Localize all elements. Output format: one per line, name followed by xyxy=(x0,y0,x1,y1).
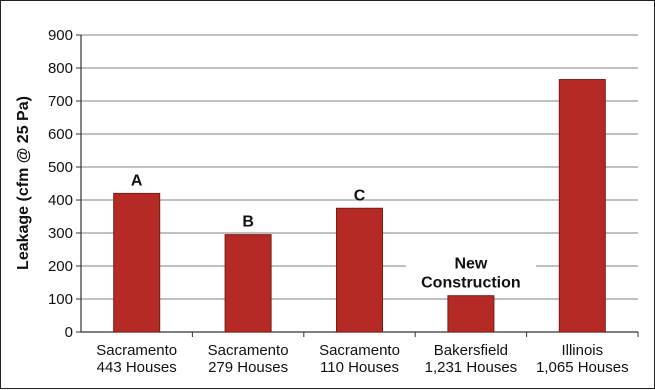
bar xyxy=(447,295,495,333)
bar-annotation: New Construction xyxy=(421,256,521,292)
bar xyxy=(336,207,383,333)
y-tick-label: 300 xyxy=(48,225,73,242)
y-tick-label: 700 xyxy=(48,93,73,110)
y-tick-label: 400 xyxy=(48,192,73,209)
x-tick-label-line: 1,231 Houses xyxy=(425,359,518,376)
x-tick-label-line: Illinois xyxy=(561,342,603,359)
x-tick-label-line: Bakersfield xyxy=(434,342,508,359)
gridlines xyxy=(81,34,638,300)
y-tick-label: 0 xyxy=(65,324,73,341)
labels: 0100200300400500600700800900Sacramento44… xyxy=(48,27,629,376)
bar-annotation-line: A xyxy=(131,172,143,189)
bars xyxy=(113,79,606,333)
bar-annotation-line: New xyxy=(454,256,487,273)
y-tick-label: 900 xyxy=(48,27,73,44)
y-tick-label: 100 xyxy=(48,291,73,308)
bar-annotation-line: B xyxy=(242,214,254,231)
bar-annotation: A xyxy=(131,172,143,189)
bar xyxy=(113,192,161,333)
x-tick-label-line: 110 Houses xyxy=(320,359,399,376)
x-tick-label-line: Sacramento xyxy=(96,342,177,359)
y-tick-label: 600 xyxy=(48,126,73,143)
x-tick-label-line: 443 Houses xyxy=(97,359,177,376)
x-tick-label-line: 279 Houses xyxy=(208,359,288,376)
x-tick-label-line: Sacramento xyxy=(208,342,289,359)
bar-annotation-line: C xyxy=(354,187,366,204)
y-axis-label: Leakage (cfm @ 25 Pa) xyxy=(15,96,32,270)
annotation-background xyxy=(405,251,536,292)
bar xyxy=(558,79,606,333)
x-tick-label-line: Sacramento xyxy=(319,342,400,359)
bar-annotation-line: Construction xyxy=(421,275,521,292)
y-tick-label: 800 xyxy=(48,60,73,77)
y-tick-label: 200 xyxy=(48,258,73,275)
y-tick-label: 500 xyxy=(48,159,73,176)
bar xyxy=(224,234,272,333)
bar-annotation: B xyxy=(242,214,254,231)
bar-annotation: C xyxy=(354,187,366,204)
x-tick-label-line: 1,065 Houses xyxy=(536,359,629,376)
